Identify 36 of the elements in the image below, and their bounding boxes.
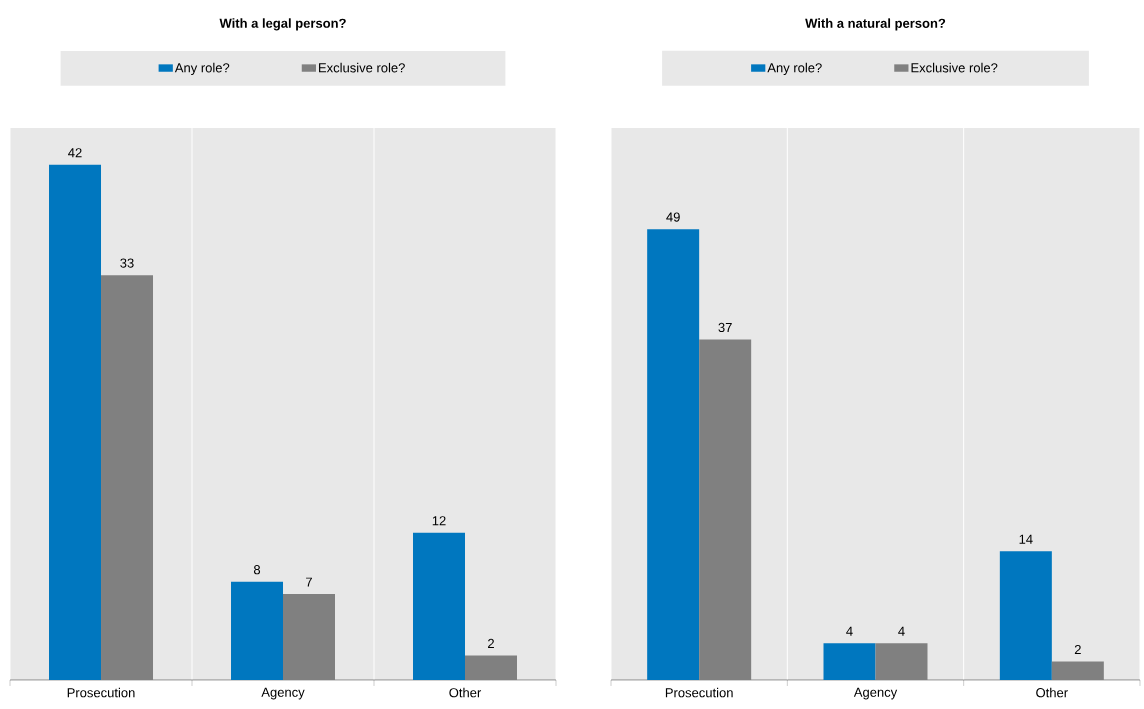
- data-label: 8: [253, 565, 261, 575]
- bar: [647, 229, 700, 680]
- data-label: 37: [718, 322, 732, 333]
- data-label: 33: [120, 258, 134, 268]
- data-label: 7: [306, 577, 312, 587]
- bar: [413, 532, 465, 680]
- legend-label: Any role?: [174, 62, 230, 75]
- x-tick-label: Prosecution: [67, 687, 135, 698]
- data-label: 2: [488, 638, 494, 648]
- chart-title: With a legal person?: [219, 18, 346, 31]
- x-tick-label: Agency: [853, 687, 898, 700]
- chart-title: With a natural person?: [805, 18, 946, 31]
- data-label: 14: [1019, 534, 1033, 544]
- bar: [101, 275, 154, 680]
- bar: [283, 594, 335, 680]
- x-tick-label: Other: [449, 687, 482, 698]
- bar: [49, 164, 102, 680]
- bar: [999, 551, 1052, 680]
- legend-label: Exclusive role?: [319, 62, 405, 73]
- data-label: 12: [432, 516, 446, 526]
- x-tick-label: Prosecution: [665, 687, 733, 698]
- x-tick-label: Agency: [261, 687, 305, 700]
- legend-label: Exclusive role?: [911, 62, 998, 73]
- bar: [1051, 661, 1104, 680]
- data-label: 4: [898, 626, 905, 636]
- bar: [875, 643, 928, 680]
- data-label: 2: [1074, 644, 1081, 655]
- data-label: 49: [666, 212, 680, 222]
- bar: [465, 655, 517, 680]
- bar: [823, 643, 876, 680]
- bar: [231, 581, 284, 680]
- x-tick-label: Other: [1036, 687, 1068, 698]
- bar: [699, 339, 752, 680]
- data-label: 42: [68, 148, 82, 158]
- data-label: 4: [846, 626, 853, 636]
- legend-label: Any role?: [767, 62, 822, 75]
